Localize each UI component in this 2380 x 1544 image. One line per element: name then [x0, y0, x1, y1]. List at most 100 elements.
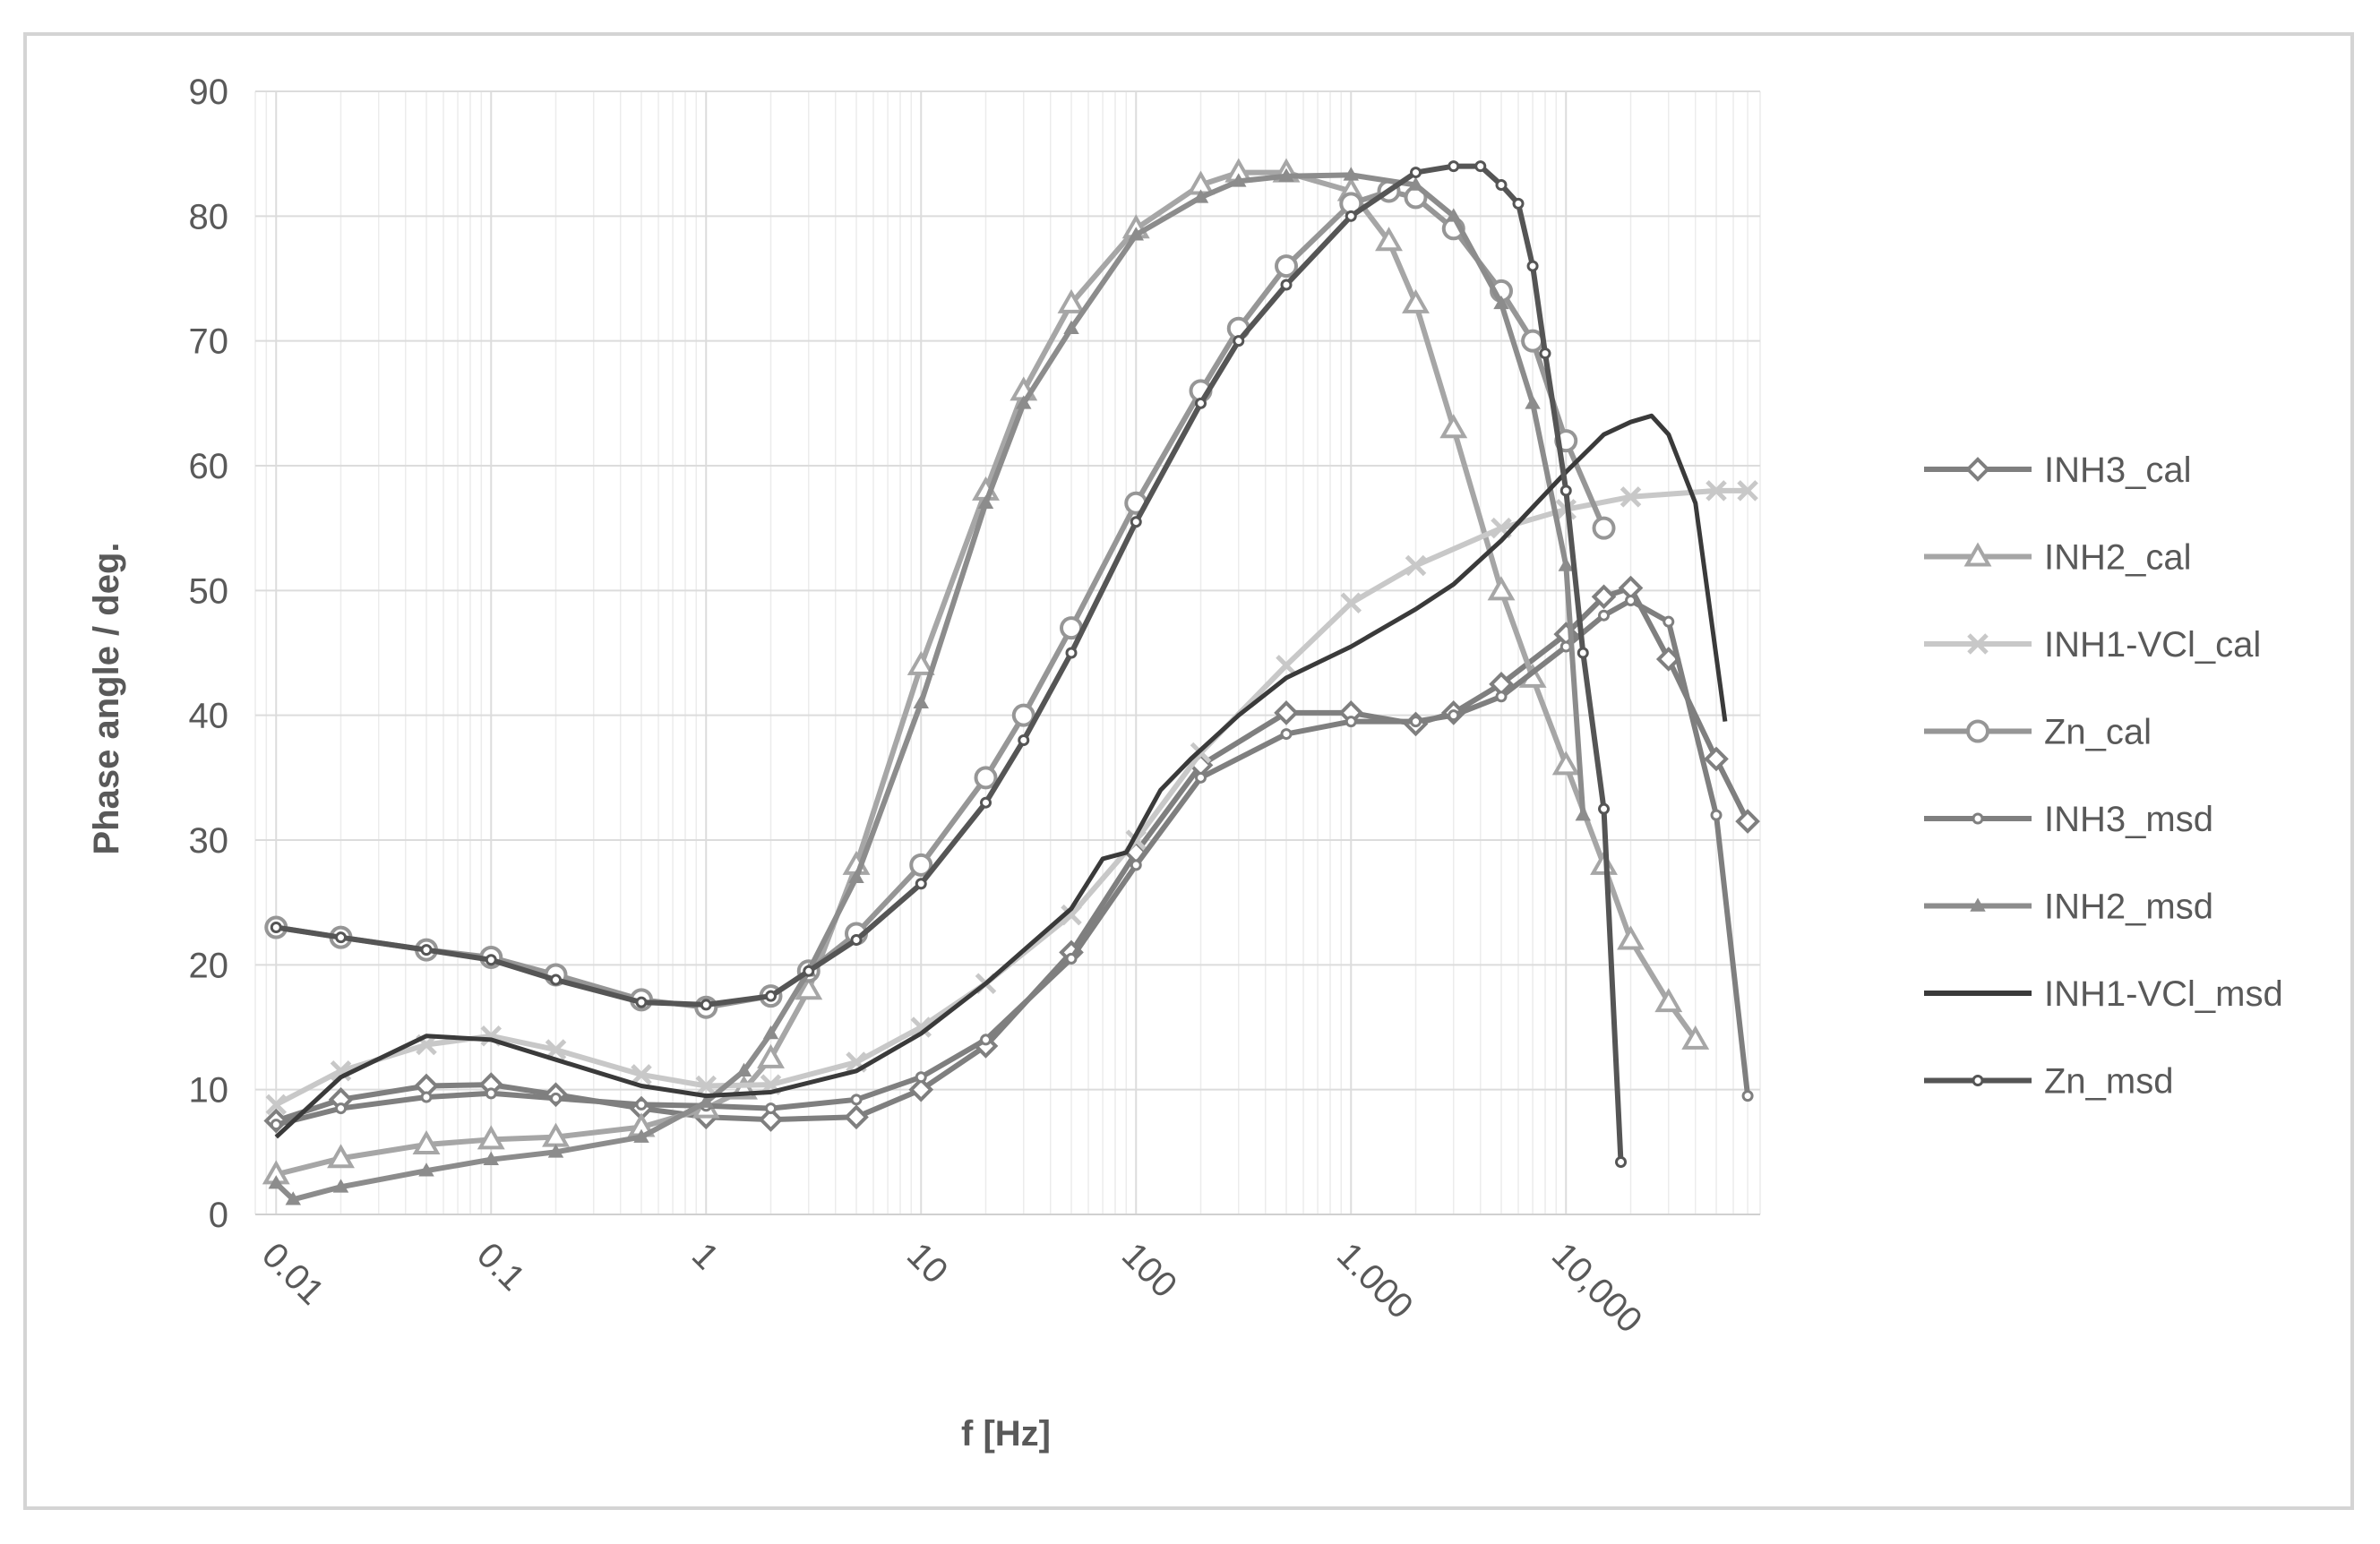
y-tick-label: 60: [189, 447, 229, 486]
data-point: [1704, 746, 1729, 772]
series-lines: [262, 158, 1760, 1205]
data-point: [1057, 288, 1086, 313]
data-point: [1617, 925, 1645, 950]
data-point: [1439, 414, 1468, 439]
legend-label: INH2_msd: [2044, 888, 2213, 927]
data-point: [1966, 719, 1989, 743]
data-point: [1278, 167, 1294, 182]
data-point: [1016, 395, 1032, 409]
series-inh3-cal: [263, 575, 1760, 1134]
data-point: [1654, 988, 1683, 1013]
data-point: [850, 933, 863, 946]
data-point: [803, 965, 815, 977]
data-point: [1620, 486, 1642, 508]
data-point: [848, 869, 864, 884]
data-point: [1598, 802, 1611, 815]
data-point: [795, 975, 823, 1000]
series-line: [275, 163, 1624, 1162]
data-point: [327, 1144, 355, 1169]
data-point: [1274, 700, 1299, 725]
data-point: [1681, 1025, 1710, 1050]
data-point: [910, 1016, 932, 1038]
data-point: [1195, 771, 1207, 784]
data-point: [1275, 254, 1299, 279]
data-point: [1539, 347, 1551, 360]
data-point: [420, 1091, 433, 1103]
data-point: [698, 1094, 714, 1108]
data-point: [1559, 485, 1572, 497]
series-line: [274, 487, 1748, 1108]
data-point: [1407, 176, 1424, 191]
data-point: [330, 1060, 352, 1082]
data-point: [1598, 609, 1611, 622]
data-point: [1741, 1090, 1754, 1102]
data-point: [915, 1071, 927, 1084]
data-point: [1446, 208, 1462, 222]
data-point: [1625, 594, 1637, 606]
data-point: [762, 1025, 779, 1040]
data-point: [1375, 227, 1403, 252]
data-point: [635, 1098, 648, 1111]
legend-label: Zn_cal: [2044, 713, 2152, 752]
legend-item: INH3_cal: [1924, 450, 2192, 490]
legend-label: INH1-VCl_msd: [2044, 974, 2283, 1014]
data-point: [420, 944, 433, 956]
data-point: [1192, 189, 1209, 203]
chart-frame: 0 10 20 30 40 50 60 70 80 90 0.01 0.1 1 10 100 1.000 10,…: [23, 32, 2354, 1510]
data-point: [735, 1062, 752, 1077]
x-tick-label: 100: [1114, 1235, 1184, 1305]
data-point: [412, 1129, 441, 1154]
y-tick-label: 10: [189, 1071, 229, 1111]
y-tick-label: 20: [189, 946, 229, 985]
data-point: [335, 1102, 348, 1115]
data-point: [1065, 647, 1078, 659]
data-point: [850, 1094, 863, 1106]
y-tick-label: 0: [209, 1196, 228, 1235]
data-point: [980, 796, 992, 809]
data-point: [1448, 160, 1460, 173]
data-point: [980, 1034, 992, 1046]
legend-item: INH3_msd: [1924, 800, 2213, 839]
data-point: [1340, 592, 1362, 614]
data-point: [1280, 279, 1293, 291]
x-tick-label: 1.000: [1329, 1235, 1421, 1326]
data-point: [906, 650, 935, 675]
x-tick-label: 10: [899, 1235, 956, 1291]
data-point: [418, 1162, 434, 1177]
data-point: [1706, 480, 1727, 502]
data-point: [700, 999, 712, 1011]
data-point: [1061, 904, 1082, 926]
x-tick-label: 0.1: [469, 1235, 532, 1298]
data-point: [1577, 647, 1589, 659]
data-point: [1130, 516, 1142, 528]
data-point: [268, 1175, 284, 1189]
data-point: [1710, 809, 1723, 821]
data-point: [1558, 557, 1574, 571]
data-point: [1065, 952, 1078, 965]
data-point: [1737, 480, 1758, 502]
data-point: [1343, 167, 1359, 181]
data-point: [1663, 615, 1675, 628]
data-point: [844, 1104, 869, 1130]
legend-item: Zn_cal: [1924, 713, 2152, 752]
data-point: [477, 1125, 505, 1150]
series-inh1-vcl-msd: [274, 413, 1728, 1139]
data-point: [335, 931, 348, 944]
data-point: [1526, 260, 1539, 272]
data-point: [1575, 807, 1591, 821]
data-point: [909, 853, 933, 877]
data-point: [1615, 1155, 1628, 1168]
data-point: [485, 1087, 497, 1100]
data-point: [1345, 210, 1357, 222]
data-point: [977, 494, 994, 510]
data-point: [1276, 655, 1297, 676]
y-axis-label: Phase angle / deg.: [87, 542, 126, 854]
data-point: [1735, 809, 1760, 834]
legend-item: Zn_msd: [1924, 1062, 2174, 1102]
data-point: [757, 1043, 785, 1068]
legend-item: INH1-VCl_cal: [1924, 625, 2261, 665]
data-point: [1231, 173, 1247, 187]
data-point: [633, 1128, 649, 1143]
data-point: [1495, 179, 1508, 191]
series-line: [275, 597, 1751, 1128]
